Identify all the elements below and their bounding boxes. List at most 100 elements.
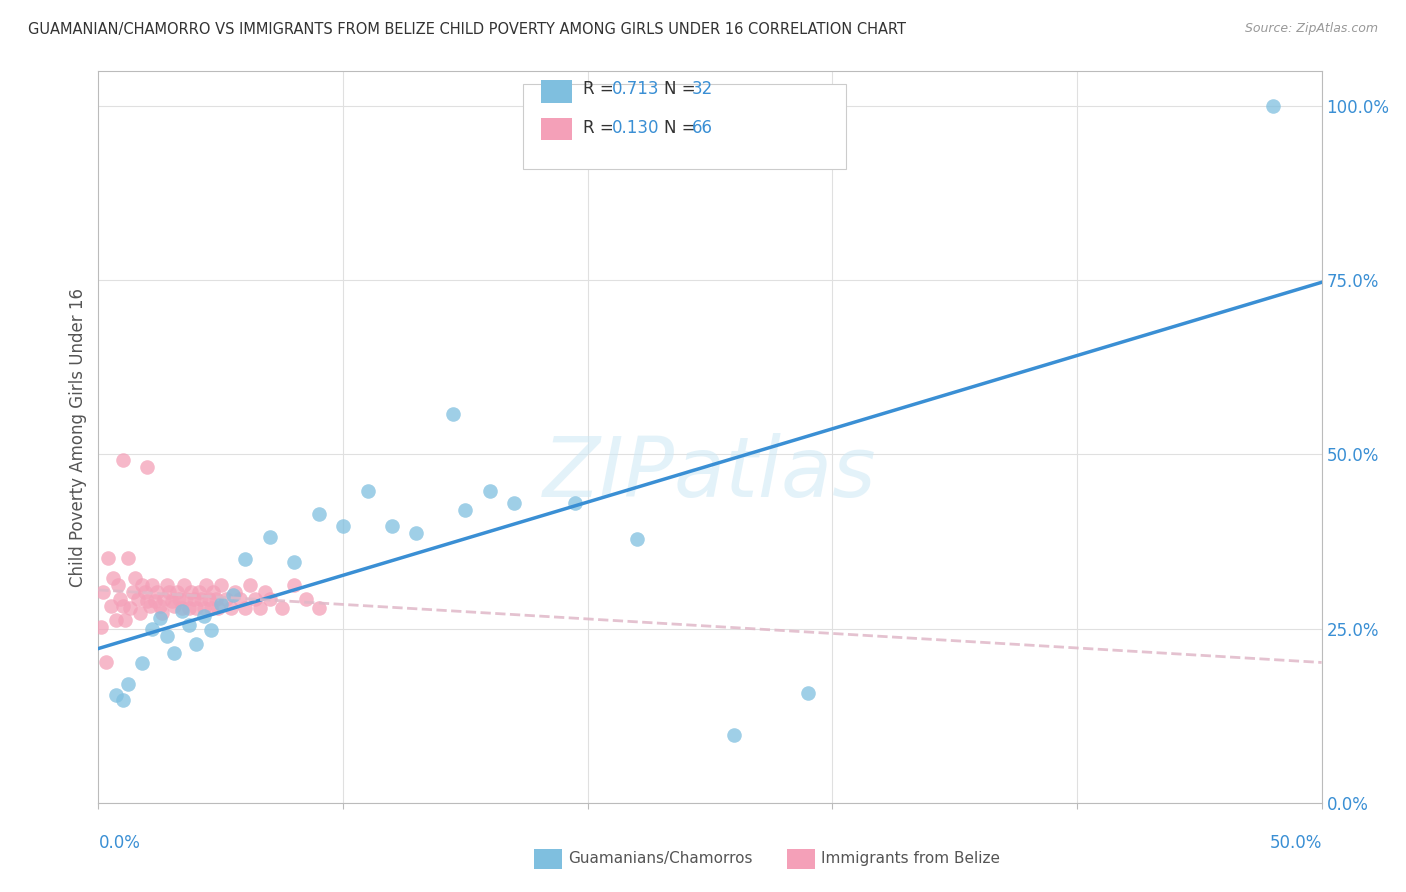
Point bbox=[186, 637, 208, 651]
Point bbox=[150, 607, 173, 621]
Point bbox=[117, 550, 139, 565]
Point bbox=[136, 460, 159, 475]
Point bbox=[183, 592, 205, 607]
Point bbox=[224, 585, 246, 599]
Point bbox=[111, 692, 134, 706]
Point bbox=[723, 727, 745, 741]
Point bbox=[626, 533, 648, 547]
Point bbox=[222, 588, 245, 602]
Point bbox=[200, 600, 222, 615]
Point bbox=[90, 620, 112, 634]
Point bbox=[131, 657, 153, 671]
Point bbox=[249, 600, 271, 615]
Text: 0.0%: 0.0% bbox=[98, 834, 141, 852]
Point bbox=[111, 453, 134, 467]
Point bbox=[120, 600, 142, 615]
Point bbox=[134, 585, 156, 599]
Point bbox=[180, 585, 202, 599]
Point bbox=[97, 550, 120, 565]
Point bbox=[454, 503, 477, 517]
Point bbox=[124, 572, 146, 586]
Y-axis label: Child Poverty Among Girls Under 16: Child Poverty Among Girls Under 16 bbox=[69, 287, 87, 587]
Point bbox=[205, 592, 228, 607]
Point bbox=[163, 646, 186, 660]
Text: 66: 66 bbox=[692, 119, 713, 136]
Point bbox=[253, 585, 276, 599]
Point bbox=[91, 585, 114, 599]
Point bbox=[127, 592, 149, 607]
Point bbox=[146, 585, 169, 599]
Point bbox=[153, 592, 176, 607]
Point bbox=[207, 600, 229, 615]
Point bbox=[94, 655, 117, 669]
Point bbox=[478, 483, 501, 498]
Point bbox=[259, 530, 281, 544]
Point bbox=[209, 578, 232, 592]
Point bbox=[200, 623, 222, 637]
Point bbox=[214, 592, 236, 607]
Text: 0.130: 0.130 bbox=[612, 119, 659, 136]
Point bbox=[156, 629, 179, 643]
Point bbox=[101, 572, 124, 586]
Point bbox=[797, 686, 820, 700]
Point bbox=[170, 604, 193, 618]
Point bbox=[129, 607, 152, 621]
Point bbox=[163, 599, 186, 614]
Point bbox=[121, 585, 143, 599]
Point bbox=[283, 578, 305, 592]
Point bbox=[107, 578, 129, 592]
Point bbox=[233, 600, 256, 615]
Point bbox=[308, 600, 330, 615]
Text: Immigrants from Belize: Immigrants from Belize bbox=[821, 851, 1000, 865]
Point bbox=[157, 585, 180, 599]
Point bbox=[104, 688, 127, 702]
Point bbox=[332, 518, 354, 533]
Point bbox=[229, 592, 252, 607]
Point bbox=[190, 592, 212, 607]
Point bbox=[131, 578, 153, 592]
Point bbox=[139, 599, 162, 614]
Point bbox=[176, 592, 198, 607]
Point bbox=[149, 611, 172, 625]
Text: R =: R = bbox=[583, 119, 620, 136]
Point bbox=[136, 594, 159, 608]
Point bbox=[270, 600, 294, 615]
Point bbox=[295, 592, 318, 607]
Point bbox=[141, 622, 163, 636]
Text: Source: ZipAtlas.com: Source: ZipAtlas.com bbox=[1244, 22, 1378, 36]
Point bbox=[156, 578, 179, 592]
Point bbox=[503, 496, 526, 510]
Point bbox=[239, 578, 262, 592]
Point bbox=[209, 597, 232, 611]
Point bbox=[160, 594, 183, 608]
Point bbox=[167, 592, 190, 607]
Text: N =: N = bbox=[664, 119, 700, 136]
Point bbox=[233, 552, 256, 566]
Point bbox=[564, 496, 586, 510]
Text: GUAMANIAN/CHAMORRO VS IMMIGRANTS FROM BELIZE CHILD POVERTY AMONG GIRLS UNDER 16 : GUAMANIAN/CHAMORRO VS IMMIGRANTS FROM BE… bbox=[28, 22, 905, 37]
Point bbox=[1261, 99, 1284, 113]
Point bbox=[356, 483, 378, 498]
Point bbox=[111, 599, 134, 614]
Point bbox=[187, 585, 209, 599]
Point bbox=[104, 613, 127, 627]
Point bbox=[219, 600, 242, 615]
Point bbox=[110, 592, 132, 607]
Point bbox=[100, 599, 122, 614]
Point bbox=[202, 585, 225, 599]
Point bbox=[149, 599, 172, 614]
Point bbox=[283, 556, 305, 570]
Point bbox=[117, 677, 139, 691]
Point bbox=[193, 609, 215, 624]
Point bbox=[177, 600, 200, 615]
Point bbox=[195, 578, 218, 592]
Point bbox=[243, 592, 266, 607]
Point bbox=[259, 592, 281, 607]
Point bbox=[141, 578, 163, 592]
Text: 32: 32 bbox=[692, 80, 713, 98]
Point bbox=[441, 407, 464, 421]
Point bbox=[114, 613, 136, 627]
Text: N =: N = bbox=[664, 80, 700, 98]
Point bbox=[197, 592, 219, 607]
Text: 0.713: 0.713 bbox=[612, 80, 659, 98]
